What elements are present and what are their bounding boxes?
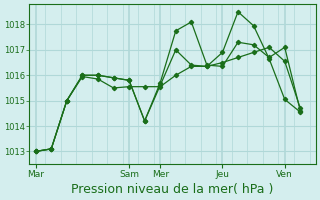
- X-axis label: Pression niveau de la mer( hPa ): Pression niveau de la mer( hPa ): [71, 183, 274, 196]
